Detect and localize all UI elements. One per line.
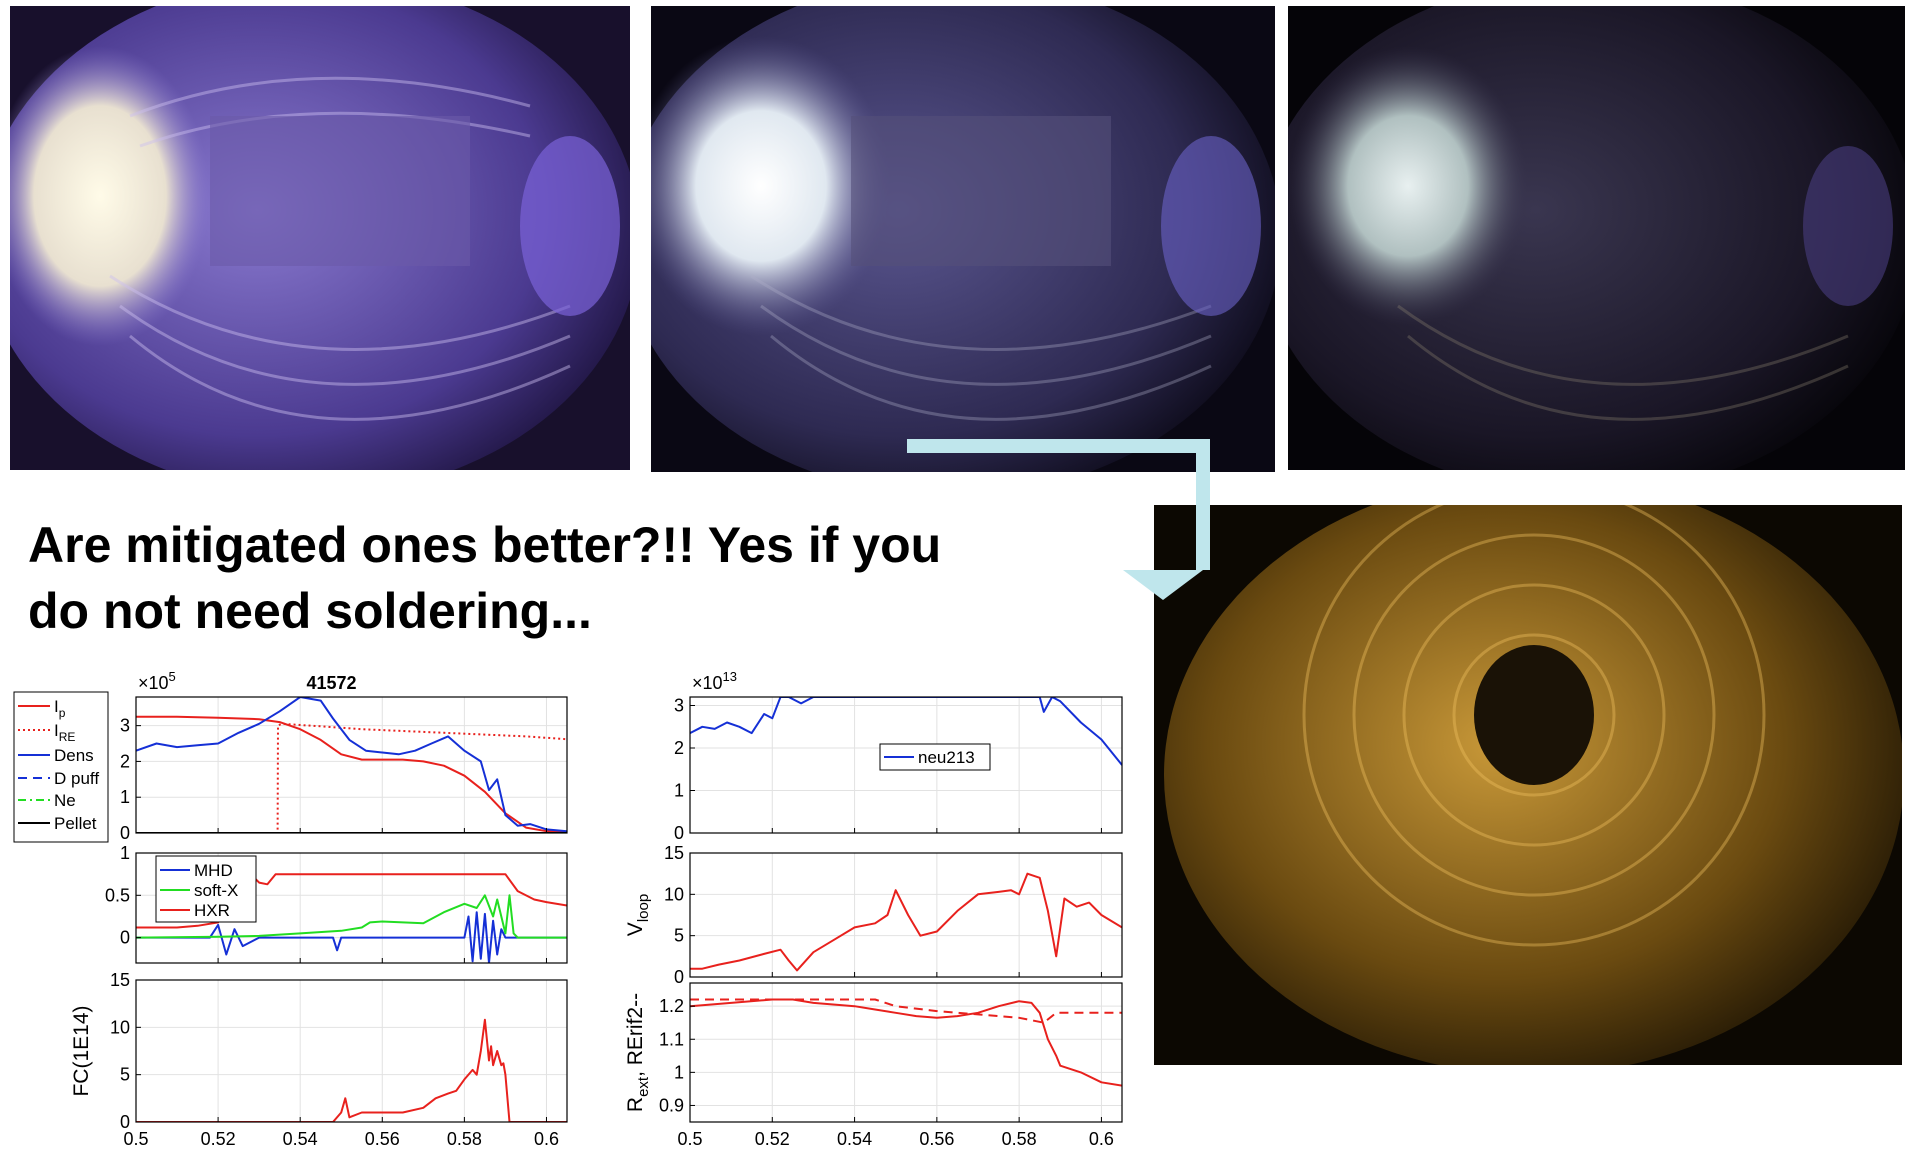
panel-4-series-neu213 bbox=[690, 697, 1122, 766]
panel-1-ytick-label-0: 0 bbox=[120, 823, 130, 843]
panel-1-frame bbox=[135, 696, 568, 834]
panel-4-ytick-label-2: 2 bbox=[674, 738, 684, 758]
panel-6-series-rerif2 bbox=[690, 998, 1122, 1024]
panel-6-ytick-label-3: 1.2 bbox=[659, 996, 684, 1016]
panel-2-series-soft-x bbox=[136, 894, 567, 939]
panel-3-xtick-label-4: 0.58 bbox=[447, 1129, 482, 1149]
panel-4-ytick-label-3: 3 bbox=[674, 696, 684, 716]
panel-6-xtick-label-2: 0.54 bbox=[837, 1129, 872, 1149]
panel-6-xtick-label-4: 0.58 bbox=[1002, 1129, 1037, 1149]
panel-2-ytick-label-0: 0 bbox=[120, 928, 130, 948]
panel-1-exponent: ×105 bbox=[138, 669, 176, 693]
panel-2-frame bbox=[135, 852, 568, 964]
legend-panel-2-label-2: HXR bbox=[194, 901, 230, 920]
panel-4-exponent: ×1013 bbox=[692, 669, 737, 693]
panel-3-xtick-label-5: 0.6 bbox=[534, 1129, 559, 1149]
panel-6-ylabel: Rext, RErif2-- bbox=[624, 993, 652, 1112]
panel-6-ytick-label-1: 1 bbox=[674, 1062, 684, 1082]
panel-4-frame bbox=[689, 696, 1123, 834]
legend-panel-1-label-2: Dens bbox=[54, 746, 94, 765]
panel-6-xtick-label-3: 0.56 bbox=[919, 1129, 954, 1149]
panel-6-ytick-label-0: 0.9 bbox=[659, 1095, 684, 1115]
panel-3-ytick-label-3: 15 bbox=[110, 970, 130, 990]
panel-1-title: 41572 bbox=[306, 673, 356, 693]
panel-5-series-vloop bbox=[690, 872, 1122, 972]
vessel-photo-1 bbox=[10, 6, 630, 470]
panel-5-ytick-label-0: 0 bbox=[674, 967, 684, 987]
panel-3-xtick-label-2: 0.54 bbox=[283, 1129, 318, 1149]
panel-4-ytick-label-0: 0 bbox=[674, 823, 684, 843]
headline-line-1: Are mitigated ones better?!! Yes if you bbox=[28, 517, 942, 573]
panel-5-ytick-label-1: 5 bbox=[674, 926, 684, 946]
panel-3-xtick-label-1: 0.52 bbox=[201, 1129, 236, 1149]
panel-1-ytick-label-2: 2 bbox=[120, 751, 130, 771]
panel-2-ytick-label-2: 1 bbox=[120, 843, 130, 863]
panel-6-frame bbox=[689, 982, 1123, 1123]
legend-panel-1-label-3: D puff bbox=[54, 769, 99, 788]
panel-2-ytick-label-1: 0.5 bbox=[105, 885, 130, 905]
legend-panel-1-label-0: Ip bbox=[54, 697, 66, 720]
legend-panel-1 bbox=[13, 691, 109, 843]
panel-5-ytick-label-2: 10 bbox=[664, 884, 684, 904]
panel-6-xtick-label-1: 0.52 bbox=[755, 1129, 790, 1149]
panel-1-ytick-label-3: 3 bbox=[120, 716, 130, 736]
legend-panel-1-label-5: Pellet bbox=[54, 814, 97, 833]
panel-5-ytick-label-3: 15 bbox=[664, 843, 684, 863]
panel-1-ytick-label-1: 1 bbox=[120, 787, 130, 807]
pointer-arrow bbox=[907, 439, 1210, 600]
panel-5-ylabel: Vloop bbox=[624, 894, 652, 936]
vessel-photo-3 bbox=[1288, 6, 1905, 470]
headline: Are mitigated ones better?!! Yes if you … bbox=[28, 512, 1138, 644]
vessel-photo-2 bbox=[651, 6, 1275, 472]
panel-1-series-i-p bbox=[136, 715, 567, 833]
legend-panel-4 bbox=[879, 743, 991, 771]
panel-3-ytick-label-2: 10 bbox=[110, 1017, 130, 1037]
legend-panel-2-label-0: MHD bbox=[194, 861, 233, 880]
panel-3-ytick-label-1: 5 bbox=[120, 1065, 130, 1085]
panel-3-xtick-label-0: 0.5 bbox=[123, 1129, 148, 1149]
panel-4-ytick-label-1: 1 bbox=[674, 781, 684, 801]
legend-panel-1-label-4: Ne bbox=[54, 791, 76, 810]
panel-1-series-i-re bbox=[136, 722, 567, 833]
headline-line-2: do not need soldering... bbox=[28, 583, 592, 639]
panel-3-frame bbox=[135, 979, 568, 1123]
panel-3-series-fc bbox=[136, 1018, 567, 1122]
panel-3-xtick-label-3: 0.56 bbox=[365, 1129, 400, 1149]
panel-2-series-mhd bbox=[136, 911, 567, 963]
panel-6-xtick-label-0: 0.5 bbox=[677, 1129, 702, 1149]
panel-6-xtick-label-5: 0.6 bbox=[1089, 1129, 1114, 1149]
panel-3-ylabel: FC(1E14) bbox=[70, 1005, 93, 1096]
panel-5-frame bbox=[689, 852, 1123, 978]
vessel-photo-4 bbox=[1154, 505, 1902, 1065]
panel-6-ytick-label-2: 1.1 bbox=[659, 1029, 684, 1049]
legend-panel-4-label-0: neu213 bbox=[918, 748, 975, 767]
panel-6-series-rext bbox=[690, 998, 1122, 1087]
legend-panel-2-label-1: soft-X bbox=[194, 881, 238, 900]
panel-1-series-dens bbox=[136, 697, 567, 833]
panel-3-ytick-label-0: 0 bbox=[120, 1112, 130, 1132]
